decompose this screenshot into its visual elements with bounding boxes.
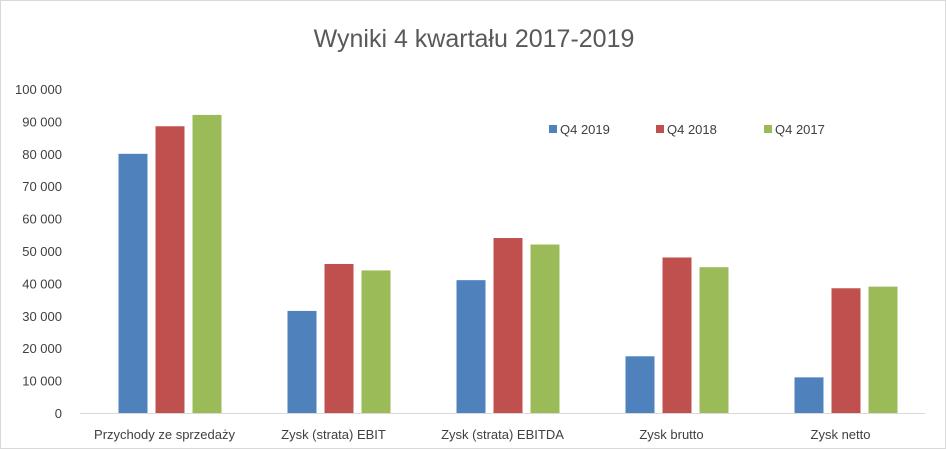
bar (287, 310, 317, 413)
y-tick-label: 40 000 (22, 276, 62, 291)
x-axis-labels: Przychody ze sprzedaży Zysk (strata) EBIT… (94, 427, 870, 442)
bar (456, 280, 486, 413)
y-tick-label: 100 000 (15, 82, 62, 97)
legend-swatch (656, 125, 664, 133)
bar (324, 263, 354, 413)
y-tick-label: 10 000 (22, 374, 62, 389)
bar (868, 286, 898, 413)
legend: Q4 2019 Q4 2018 Q4 2017 (549, 122, 825, 137)
y-tick-label: 90 000 (22, 114, 62, 129)
x-category-label: Zysk netto (811, 427, 871, 442)
legend-label: Q4 2018 (667, 122, 717, 137)
y-tick-label: 70 000 (22, 179, 62, 194)
x-category-label: Zysk (strata) EBITDA (441, 427, 564, 442)
y-axis-ticks: 0 10 000 20 000 30 000 40 000 50 000 60 000 70 … (15, 82, 62, 421)
bar (118, 153, 148, 414)
y-tick-label: 50 000 (22, 244, 62, 259)
bar (662, 257, 692, 413)
x-category-label: Zysk (strata) EBIT (281, 427, 386, 442)
x-category-label: Zysk brutto (639, 427, 703, 442)
y-tick-label: 80 000 (22, 147, 62, 162)
legend-swatch (549, 125, 557, 133)
y-tick-label: 60 000 (22, 212, 62, 227)
bar (530, 244, 560, 413)
x-category-label: Przychody ze sprzedaży (94, 427, 235, 442)
bar (699, 267, 729, 413)
bars (118, 114, 898, 414)
bar (625, 356, 655, 413)
bar (155, 126, 185, 413)
bar (493, 238, 523, 413)
bar (361, 270, 391, 413)
y-tick-label: 20 000 (22, 341, 62, 356)
y-tick-label: 30 000 (22, 309, 62, 324)
chart-title: Wyniki 4 kwartału 2017-2019 (314, 25, 635, 53)
bar (794, 377, 824, 413)
legend-label: Q4 2017 (775, 122, 825, 137)
bar (192, 114, 222, 414)
legend-swatch (764, 125, 772, 133)
y-tick-label: 0 (55, 406, 62, 421)
legend-label: Q4 2019 (560, 122, 610, 137)
bar (831, 288, 861, 413)
